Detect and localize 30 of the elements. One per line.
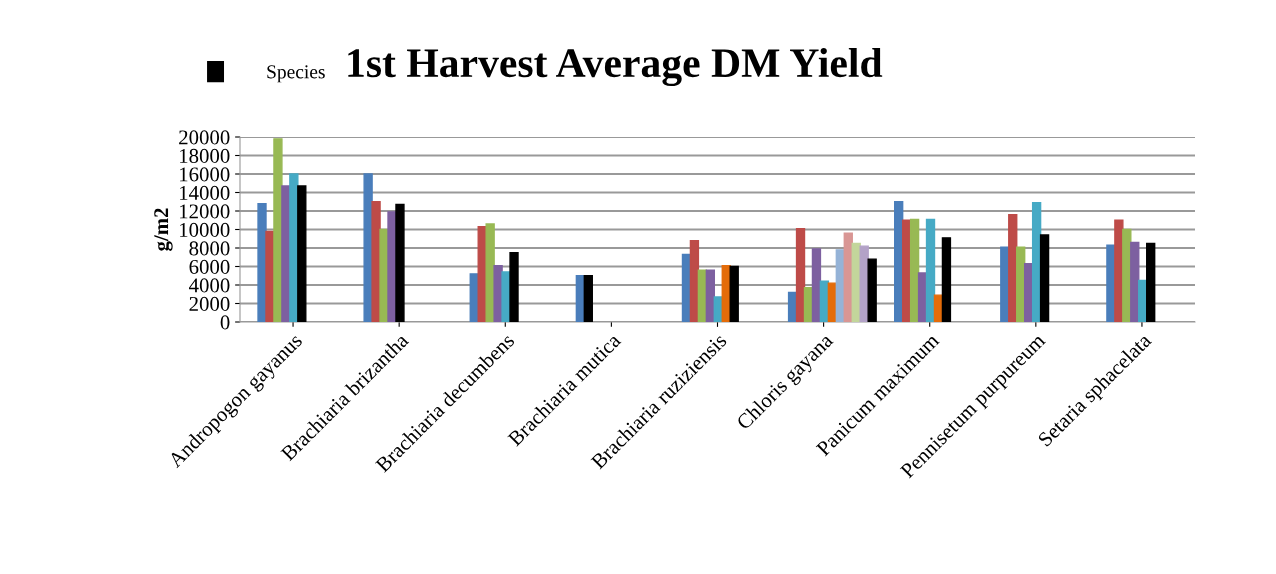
bar — [485, 223, 495, 322]
bar — [371, 201, 381, 322]
y-tick-label: 20000 — [179, 130, 230, 145]
bar — [363, 173, 373, 322]
bar — [909, 218, 920, 322]
chart-title: 1st Harvest Average DM Yield — [348, 47, 883, 87]
bar — [795, 227, 806, 322]
y-tick-label: 4000 — [189, 278, 230, 293]
y-tick-label: 0 — [220, 315, 230, 330]
y-tick-label: 8000 — [189, 241, 230, 256]
bar — [705, 269, 716, 322]
bar — [273, 138, 283, 322]
bar — [1146, 242, 1156, 322]
bar — [257, 202, 267, 322]
y-tick-label: 16000 — [180, 167, 230, 182]
bar — [925, 218, 936, 322]
y-tick-label: 6000 — [189, 259, 230, 274]
y-tick-label: 18000 — [180, 148, 230, 163]
y-tick-label: 14000 — [180, 185, 230, 200]
y-axis-title: g/m2 — [154, 208, 173, 251]
y-tick-label: 2000 — [189, 296, 230, 311]
bar — [811, 248, 822, 322]
bar — [1039, 234, 1050, 322]
bar — [509, 251, 519, 322]
y-tick-label: 12000 — [180, 204, 230, 219]
bar — [1130, 241, 1140, 322]
bar — [689, 239, 700, 322]
bar — [297, 185, 307, 322]
legend-label: Species — [267, 65, 325, 83]
y-tick-label: 10000 — [180, 222, 230, 237]
